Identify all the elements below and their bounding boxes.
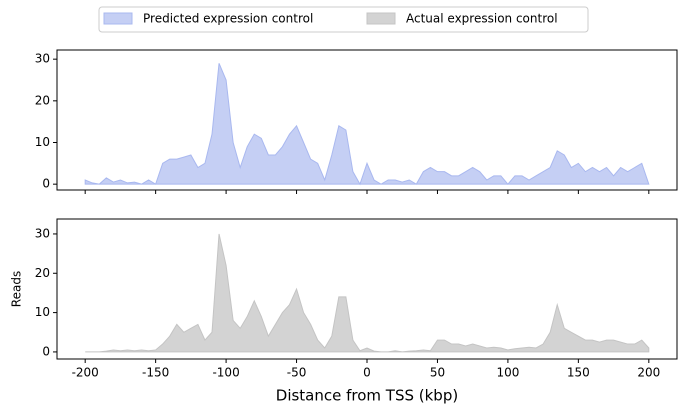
y-tick-label: 0	[42, 177, 50, 191]
x-tick-label: 200	[637, 366, 660, 380]
axes-frame	[56, 218, 678, 360]
area	[85, 233, 650, 353]
y-tick-label: 20	[35, 266, 50, 280]
y-tick-label: 30	[35, 226, 50, 240]
x-tick-label: 150	[567, 366, 590, 380]
x-tick-label: -150	[142, 366, 169, 380]
x-tick-label: -50	[287, 366, 307, 380]
y-tick-label: 20	[35, 93, 50, 107]
area	[84, 63, 650, 186]
x-tick-label: -100	[212, 366, 239, 380]
legend-swatch	[366, 12, 396, 25]
y-axis-label: Reads	[10, 271, 24, 307]
y-tick-label: 0	[42, 344, 50, 358]
legend-label: Actual expression control	[406, 12, 558, 26]
y-tick-label: 30	[35, 52, 50, 66]
y-tick-label: 10	[35, 305, 50, 319]
x-tick-label: 50	[430, 366, 445, 380]
x-tick-label: 0	[363, 366, 371, 380]
x-tick-label: -200	[72, 366, 99, 380]
legend	[98, 6, 589, 33]
legend-label: Predicted expression control	[143, 12, 313, 26]
x-tick-label: 100	[496, 366, 519, 380]
x-axis-label: Distance from TSS (kbp)	[276, 387, 458, 405]
y-tick-label: 10	[35, 135, 50, 149]
legend-swatch	[103, 12, 133, 25]
